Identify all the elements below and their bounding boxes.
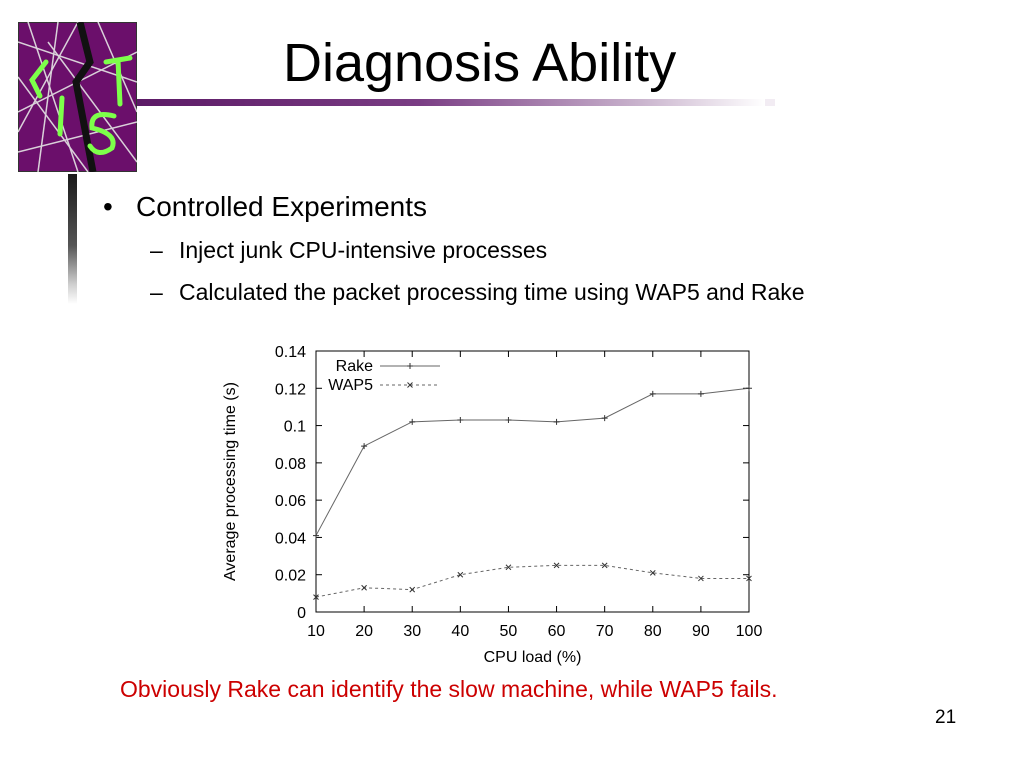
y-tick-label: 0.14 (275, 344, 306, 361)
data-point-wap5 (457, 571, 464, 578)
data-point-wap5 (553, 562, 560, 569)
series-line-rake (315, 387, 750, 536)
x-tick-label: 40 (451, 623, 469, 640)
slide-title: Diagnosis Ability (283, 33, 677, 93)
y-axis-label: Average processing time (s) (222, 382, 239, 581)
data-point-rake (649, 390, 656, 397)
legend-label-wap5: WAP5 (328, 377, 373, 394)
y-tick-label: 0.02 (275, 568, 306, 585)
y-tick-label: 0.04 (275, 530, 306, 547)
left-accent-bar (68, 174, 77, 304)
data-point-wap5 (409, 586, 416, 593)
x-tick-label: 20 (355, 623, 373, 640)
subbullet-mark: – (150, 237, 163, 263)
legend-marker-wap5 (407, 382, 413, 388)
x-tick-label: 60 (548, 623, 566, 640)
series-line-wap5 (315, 564, 749, 598)
y-tick-label: 0.06 (275, 493, 306, 510)
bullet-mark: • (103, 191, 113, 222)
x-tick-label: 70 (596, 623, 614, 640)
data-point-wap5 (313, 594, 319, 600)
x-axis-label: CPU load (%) (484, 649, 582, 666)
bullet-text: Controlled Experiments (136, 191, 428, 222)
subbullet-text: Inject junk CPU-intensive processes (179, 237, 548, 263)
data-point-rake (746, 385, 752, 392)
legend-label-rake: Rake (336, 358, 373, 375)
data-point-rake (409, 418, 416, 425)
data-point-rake (361, 443, 368, 450)
page-number: 21 (935, 707, 957, 728)
bullet-controlled-experiments: • Controlled Experiments (103, 189, 427, 225)
plot-frame (315, 350, 750, 613)
data-point-wap5 (746, 575, 752, 582)
x-tick-label: 50 (500, 623, 518, 640)
subbullet-calculated: – Calculated the packet processing time u… (150, 277, 805, 307)
subbullet-inject: – Inject junk CPU-intensive processes (150, 235, 547, 265)
data-point-rake (505, 416, 512, 423)
data-point-rake (601, 415, 608, 422)
lsit-logo (18, 22, 137, 172)
processing-time-chart: 0 0.02 0.04 0.06 0.08 0.1 0.12 0.14 10 20 30 40 50 60… (222, 344, 763, 666)
data-point-rake (553, 418, 560, 425)
data-point-rake (313, 532, 319, 539)
title-underline-end (765, 99, 775, 106)
x-tick-label: 80 (644, 623, 662, 640)
data-point-wap5 (361, 584, 367, 591)
y-tick-label: 0.08 (275, 456, 306, 473)
y-tick-label: 0.1 (284, 419, 306, 436)
x-tick-label: 30 (403, 623, 421, 640)
subbullet-text: Calculated the packet processing time us… (179, 279, 805, 305)
data-point-wap5 (601, 562, 608, 569)
x-tick-label: 10 (307, 623, 325, 640)
y-tick-label: 0.12 (275, 381, 306, 398)
data-point-rake (697, 390, 704, 397)
x-tick-label: 100 (736, 623, 763, 640)
y-tick-label: 0 (297, 605, 306, 622)
data-point-rake (457, 416, 464, 423)
x-tick-label: 90 (692, 623, 710, 640)
subbullet-mark: – (150, 279, 163, 305)
data-point-wap5 (649, 569, 656, 576)
title-underline (137, 99, 765, 106)
data-point-wap5 (698, 575, 704, 582)
legend-marker-rake (407, 363, 413, 369)
data-point-wap5 (505, 564, 512, 571)
chart: 0 0.02 0.04 0.06 0.08 0.1 0.12 0.14 10 20 30 40 50 60… (183, 323, 775, 675)
caption: Obviously Rake can identify the slow mac… (120, 676, 778, 702)
